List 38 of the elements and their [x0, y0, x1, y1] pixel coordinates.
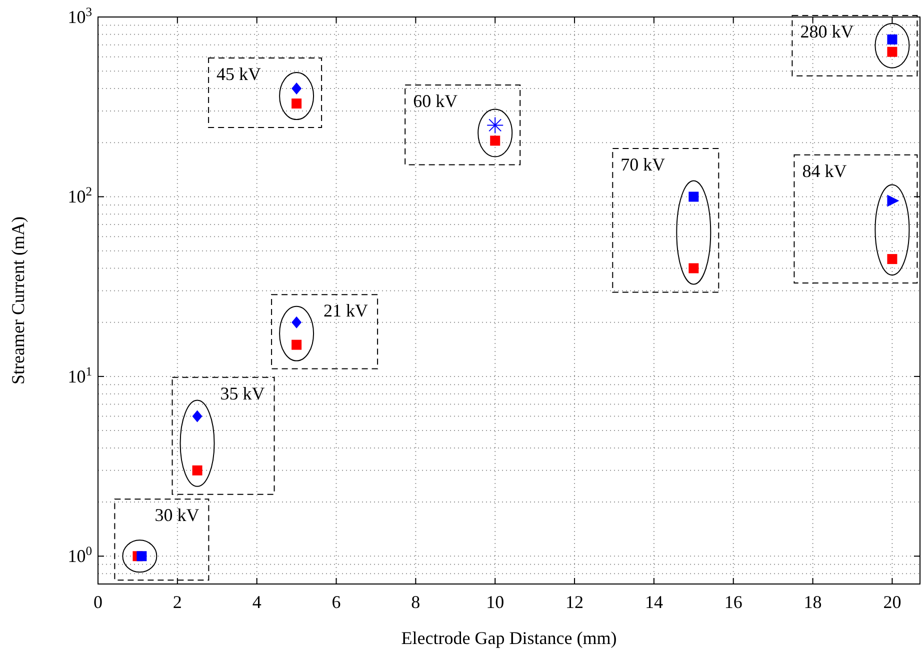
- annotation: 84 kV: [802, 160, 847, 181]
- point: [887, 254, 898, 264]
- y-tick-label: 10$^{3}$: [68, 5, 92, 27]
- annotation: 70 kV: [620, 154, 666, 174]
- point: [192, 410, 202, 422]
- point: [292, 340, 302, 350]
- x-tick-label: 20: [883, 592, 902, 612]
- x-tick-label: 6: [332, 592, 341, 612]
- y-tick-label: 10$^{0}$: [68, 544, 92, 566]
- annotation: 60 kV: [413, 90, 458, 111]
- point: [490, 136, 500, 146]
- point: [192, 465, 202, 476]
- point: [688, 192, 699, 202]
- annotation: 30 kV: [154, 505, 200, 526]
- x-tick-label: 4: [252, 592, 262, 612]
- point: [292, 316, 302, 328]
- x-tick-label: 8: [411, 592, 420, 612]
- annotation: 45 kV: [216, 64, 262, 84]
- annotation: 35 kV: [220, 383, 265, 404]
- x-tick-label: 18: [804, 592, 822, 612]
- y-axis-title: Streamer Current (mA): [8, 216, 28, 384]
- annotation: 21 kV: [324, 300, 368, 321]
- y-tick-label: 10$^{1}$: [68, 364, 92, 386]
- x-tick-label: 0: [94, 592, 102, 612]
- point: [887, 46, 898, 57]
- x-tick-label: 2: [172, 592, 182, 612]
- x-tick-label: 16: [724, 592, 742, 612]
- point: [887, 34, 898, 44]
- x-tick-label: 10: [486, 592, 504, 612]
- point: [292, 98, 302, 109]
- annotation: 280 kV: [800, 22, 854, 42]
- x-axis-title: Electrode Gap Distance (mm): [401, 628, 617, 648]
- point: [292, 82, 302, 95]
- y-tick-label: 10$^{2}$: [68, 184, 92, 207]
- x-tick-label: 12: [566, 592, 584, 612]
- point: [887, 194, 900, 207]
- x-tick-label: 14: [644, 592, 663, 612]
- point: [688, 263, 699, 274]
